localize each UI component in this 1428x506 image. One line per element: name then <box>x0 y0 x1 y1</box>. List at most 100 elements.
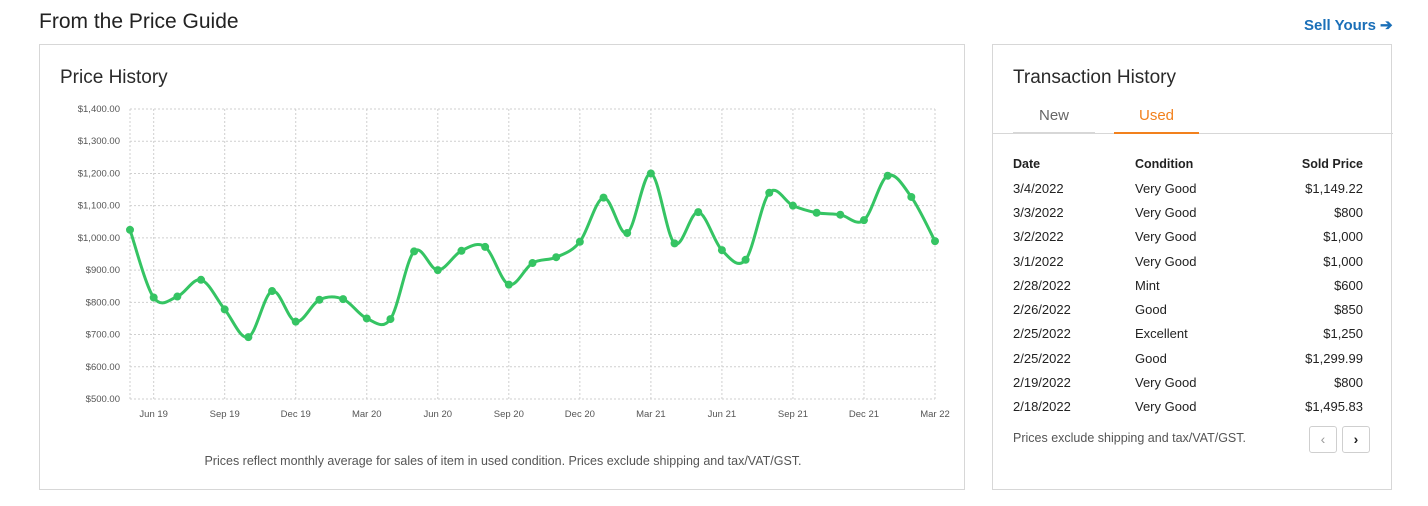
cell-sold-price: $800 <box>1334 375 1363 391</box>
column-header-condition: Condition <box>1135 157 1194 171</box>
previous-page-button[interactable]: ‹ <box>1309 426 1337 453</box>
cell-date: 2/25/2022 <box>1013 326 1071 342</box>
data-point <box>457 246 466 255</box>
data-point <box>244 333 253 342</box>
arrow-right-icon: ➔ <box>1379 17 1393 34</box>
transaction-history-panel: Transaction History New Used Date Condit… <box>992 44 1393 490</box>
cell-condition: Good <box>1135 302 1167 318</box>
price-history-title: Price History <box>60 67 168 88</box>
data-point <box>291 317 300 326</box>
cell-date: 2/25/2022 <box>1013 350 1071 366</box>
data-point <box>362 314 371 323</box>
transaction-table: Date Condition Sold Price 3/4/2022 Very G… <box>1013 152 1363 419</box>
data-point <box>433 266 442 275</box>
cell-date: 2/18/2022 <box>1013 399 1071 415</box>
table-row: 2/26/2022 Good $850 <box>1013 297 1363 321</box>
section-title: From the Price Guide <box>39 10 239 33</box>
cell-condition: Excellent <box>1135 326 1188 342</box>
cell-condition: Good <box>1135 350 1167 366</box>
data-point <box>765 188 774 197</box>
sell-yours-label: Sell Yours <box>1304 17 1376 34</box>
x-tick-label: Jun 19 <box>139 409 168 420</box>
cell-date: 3/2/2022 <box>1013 229 1064 245</box>
data-point <box>907 192 916 201</box>
table-row: 3/3/2022 Very Good $800 <box>1013 200 1363 224</box>
cell-date: 3/4/2022 <box>1013 180 1064 196</box>
data-point <box>126 225 134 234</box>
cell-condition: Very Good <box>1135 229 1197 245</box>
y-tick-label: $500.00 <box>86 394 120 405</box>
data-point <box>717 246 726 255</box>
cell-condition: Very Good <box>1135 253 1197 269</box>
x-tick-label: Mar 22 <box>920 409 950 420</box>
y-tick-label: $1,400.00 <box>78 104 120 115</box>
chevron-left-icon: ‹ <box>1320 431 1326 447</box>
data-point <box>315 295 324 304</box>
table-header-row: Date Condition Sold Price <box>1013 152 1363 176</box>
data-point <box>670 239 679 248</box>
cell-date: 2/26/2022 <box>1013 302 1071 318</box>
cell-date: 3/1/2022 <box>1013 253 1064 269</box>
table-row: 2/28/2022 Mint $600 <box>1013 273 1363 297</box>
x-tick-label: Dec 20 <box>565 409 595 420</box>
cell-sold-price: $1,149.22 <box>1305 180 1363 196</box>
price-history-note: Prices reflect monthly average for sales… <box>204 454 802 468</box>
cell-date: 2/19/2022 <box>1013 375 1071 391</box>
cell-sold-price: $1,495.83 <box>1305 399 1363 415</box>
table-row: 2/19/2022 Very Good $800 <box>1013 370 1363 394</box>
cell-sold-price: $800 <box>1334 204 1363 220</box>
y-tick-label: $1,200.00 <box>78 168 120 179</box>
y-tick-label: $1,000.00 <box>78 233 120 244</box>
y-tick-label: $800.00 <box>86 297 120 308</box>
data-point <box>173 292 182 301</box>
data-point <box>859 216 868 225</box>
cell-sold-price: $1,000 <box>1323 253 1363 269</box>
cell-condition: Very Good <box>1135 375 1197 391</box>
x-tick-label: Mar 20 <box>352 409 382 420</box>
x-tick-label: Jun 20 <box>424 409 453 420</box>
cell-condition: Very Good <box>1135 180 1197 196</box>
table-row: 3/2/2022 Very Good $1,000 <box>1013 225 1363 249</box>
chevron-right-icon: › <box>1353 431 1359 447</box>
data-point <box>410 247 419 256</box>
tab-used[interactable]: Used <box>1114 107 1199 134</box>
sell-yours-link[interactable]: Sell Yours ➔ <box>1304 16 1393 34</box>
next-page-button[interactable]: › <box>1342 426 1370 453</box>
column-header-date: Date <box>1013 157 1041 171</box>
cell-condition: Very Good <box>1135 204 1197 220</box>
tab-new[interactable]: New <box>1013 107 1095 134</box>
cell-sold-price: $600 <box>1334 277 1363 293</box>
cell-condition: Very Good <box>1135 399 1197 415</box>
y-tick-label: $900.00 <box>86 265 120 276</box>
condition-tabs: New Used <box>993 103 1393 134</box>
y-tick-label: $700.00 <box>86 330 120 341</box>
transaction-note: Prices exclude shipping and tax/VAT/GST. <box>1013 431 1246 445</box>
cell-sold-price: $850 <box>1334 302 1363 318</box>
cell-date: 3/3/2022 <box>1013 204 1064 220</box>
x-tick-label: Jun 21 <box>708 409 737 420</box>
x-tick-label: Sep 21 <box>778 409 808 420</box>
price-series-line <box>128 171 937 339</box>
cell-sold-price: $1,000 <box>1323 229 1363 245</box>
table-row: 3/4/2022 Very Good $1,149.22 <box>1013 176 1363 200</box>
data-point <box>883 171 892 180</box>
x-tick-label: Dec 21 <box>849 409 879 420</box>
data-point <box>646 169 655 178</box>
table-row: 3/1/2022 Very Good $1,000 <box>1013 249 1363 273</box>
y-tick-label: $1,100.00 <box>78 201 120 212</box>
data-point <box>149 293 158 302</box>
data-point <box>504 280 513 289</box>
price-history-chart: $500.00 $600.00 $700.00 $800.00 $900.00 $1,00… <box>78 104 950 420</box>
x-tick-label: Sep 20 <box>494 409 524 420</box>
data-point <box>599 193 608 202</box>
data-point <box>339 295 348 304</box>
data-point <box>931 237 939 246</box>
table-row: 2/18/2022 Very Good $1,495.83 <box>1013 395 1363 419</box>
data-point <box>812 208 821 217</box>
price-history-panel: Price History $500.00 $600.00 $700.00 $800.… <box>39 44 965 490</box>
transaction-history-title: Transaction History <box>1013 67 1176 88</box>
data-point <box>623 229 632 238</box>
x-tick-label: Sep 19 <box>210 409 240 420</box>
data-point <box>552 253 561 262</box>
data-point <box>268 287 277 296</box>
